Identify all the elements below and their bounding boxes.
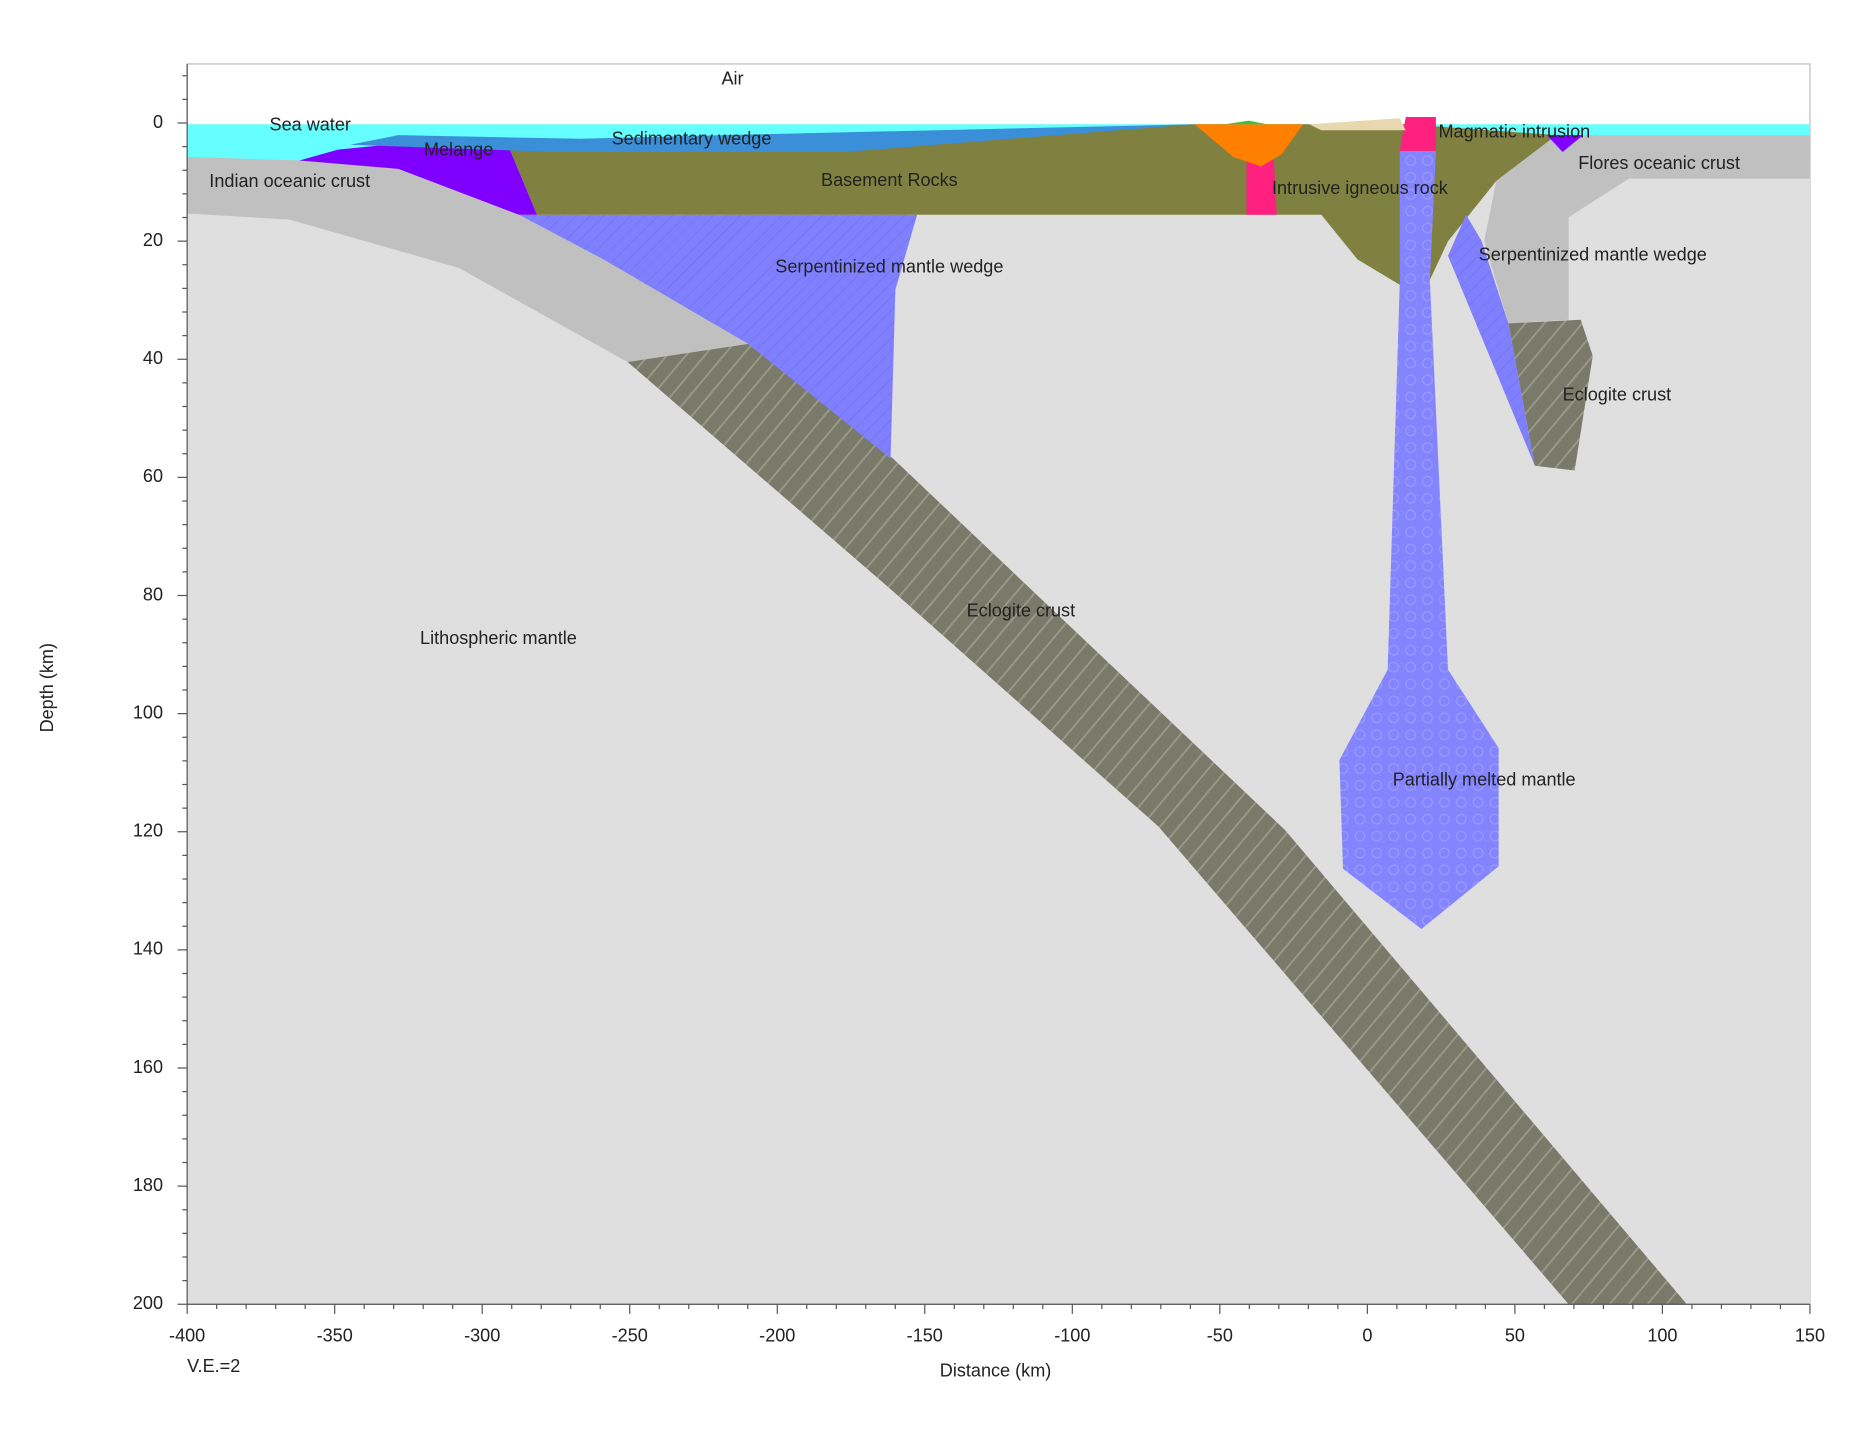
- y-tick-label: 80: [143, 584, 163, 604]
- x-tick-label: 0: [1362, 1326, 1372, 1346]
- x-tick-label: 50: [1505, 1326, 1525, 1346]
- label: Intrusive igneous rock: [1272, 178, 1449, 198]
- label: Air: [721, 68, 743, 88]
- label: Indian oceanic crust: [209, 171, 370, 191]
- volcanics-green: [1224, 120, 1267, 125]
- partially-melted-mantle: [1339, 150, 1499, 930]
- label: Lithospheric mantle: [420, 628, 577, 648]
- x-tick-label: -100: [1054, 1326, 1090, 1346]
- label: Serpentinized mantle wedge: [775, 257, 1003, 277]
- label: Eclogite crust: [1563, 385, 1672, 405]
- label: Flores oceanic crust: [1578, 153, 1740, 173]
- x-tick-label: -150: [907, 1326, 943, 1346]
- x-tick-label: 150: [1795, 1326, 1825, 1346]
- x-axis-title: Distance (km): [940, 1361, 1052, 1381]
- eclogite-slab: [627, 343, 1687, 1305]
- ticks: -400 -350 -300 -250 -200 -150 -100 -50 0 50 100 150…: [133, 75, 1825, 1346]
- y-tick-label: 180: [133, 1175, 163, 1195]
- y-tick-label: 140: [133, 939, 163, 959]
- x-tick-label: -50: [1207, 1326, 1233, 1346]
- flores-oceanic-crust: [1484, 135, 1810, 324]
- x-tick-label: -400: [169, 1326, 205, 1346]
- volcanics-top: [1309, 118, 1406, 131]
- label: Basement Rocks: [821, 170, 958, 190]
- section-layers: [186, 63, 1811, 1305]
- y-tick-label: 160: [133, 1057, 163, 1077]
- y-tick-label: 20: [143, 230, 163, 250]
- x-tick-label: -250: [612, 1326, 648, 1346]
- y-tick-label: 40: [143, 348, 163, 368]
- label: Melange: [424, 140, 493, 160]
- serpentinized-wedge-right: [1447, 214, 1535, 466]
- axes: [186, 63, 1810, 1305]
- label: Sedimentary wedge: [612, 129, 772, 149]
- x-tick-label: 100: [1647, 1326, 1677, 1346]
- note: V.E.=2: [187, 1356, 240, 1376]
- volcanics: [1194, 124, 1304, 167]
- y-tick-label: 60: [143, 466, 163, 486]
- indian-oceanic-crust: [187, 156, 749, 362]
- y-tick-label: 200: [133, 1293, 163, 1313]
- label: Magmatic intrusion: [1438, 121, 1590, 141]
- y-tick-label: 120: [133, 821, 163, 841]
- intrusive-rock: [1399, 117, 1436, 151]
- label: Partially melted mantle: [1393, 769, 1576, 789]
- basement-rocks: [506, 124, 1557, 285]
- magmatic-intrusion: [1546, 135, 1584, 153]
- y-axis-title: Depth (km): [37, 643, 57, 732]
- serpentinized-wedge: [518, 214, 918, 459]
- y-tick-label: 100: [133, 702, 163, 722]
- label: Eclogite crust: [967, 600, 1076, 620]
- y-tick-label: 0: [153, 112, 163, 132]
- melange: [299, 142, 538, 215]
- label: Serpentinized mantle wedge: [1479, 245, 1707, 265]
- x-tick-label: -200: [759, 1326, 795, 1346]
- x-tick-label: -350: [317, 1326, 353, 1346]
- x-tick-label: -300: [464, 1326, 500, 1346]
- eclogite-right: [1508, 319, 1593, 471]
- label: Sea water: [270, 114, 351, 134]
- sedimentary-wedge: [350, 124, 1195, 153]
